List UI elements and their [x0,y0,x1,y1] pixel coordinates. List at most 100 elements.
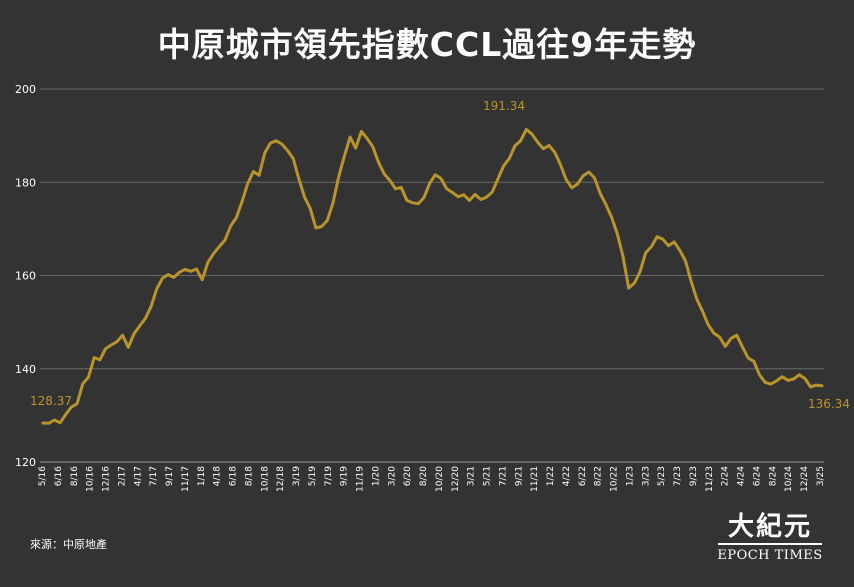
data-point [138,324,141,328]
data-point [269,141,272,145]
epoch-times-logo: 大紀元 EPOCH TIMES [714,512,826,564]
data-point [581,174,585,177]
data-point [183,268,187,271]
x-tick-label: 10/16 [86,466,96,492]
data-point [672,240,676,244]
data-point [769,382,773,386]
x-tick-label: 6/22 [578,466,588,486]
data-point [64,413,67,416]
data-point [195,267,198,271]
data-point [468,199,471,202]
data-point [553,151,556,154]
x-tick-label: 1/22 [546,466,556,486]
data-point [274,139,278,142]
data-point [542,147,545,150]
data-point [610,216,613,219]
data-point [235,216,238,219]
x-tick-label: 7/23 [673,466,683,486]
peak-value-label: 191.34 [483,99,525,113]
data-point [462,193,465,197]
y-tick-label: 120 [15,456,36,469]
y-tick-label: 140 [15,363,36,376]
x-tick-label: 5/16 [38,466,48,486]
end-value-label: 136.34 [808,397,850,411]
data-point [280,142,284,146]
data-point [729,337,733,340]
x-tick-label: 8/22 [594,466,604,486]
data-point [297,177,301,181]
data-point [309,207,312,210]
x-tick-label: 3/21 [467,466,477,486]
data-point [599,192,602,195]
data-point [417,202,420,205]
data-point [661,237,664,241]
data-point [161,277,164,280]
x-tick-label: 1/18 [197,466,207,486]
data-point [587,170,591,174]
data-point [422,196,426,199]
x-tick-label: 8/20 [419,466,429,486]
data-point [695,298,699,301]
gridlines [40,88,824,463]
x-tick-label: 12/24 [800,466,810,492]
data-point [411,201,414,204]
data-point [667,244,670,247]
data-point [212,252,215,255]
data-point [525,128,528,131]
x-tick-label: 6/18 [229,466,239,486]
data-point [473,193,477,196]
data-point [172,276,175,279]
data-point [690,280,693,283]
data-point [502,164,505,168]
data-point [536,140,539,144]
data-point [371,145,374,149]
logo-english-text: EPOCH TIMES [717,548,823,563]
data-point [792,377,795,381]
data-point [47,422,50,425]
data-point [229,224,232,228]
source-note: 來源：中原地產 [30,538,107,551]
data-point [576,182,579,186]
logo-divider [718,543,822,545]
x-tick-label: 10/22 [610,466,620,492]
data-point [724,345,727,348]
data-point [382,172,386,176]
x-tick-label: 7/19 [324,466,334,486]
data-point [365,137,369,140]
data-point [655,235,659,239]
x-tick-label: 2/24 [721,466,731,486]
x-tick-label: 12/18 [276,466,286,492]
x-tick-label: 4/18 [213,466,223,486]
y-axis-ticks: 120 140 160 180 200 [15,83,36,469]
data-point [58,421,62,425]
y-tick-label: 160 [15,270,36,283]
x-tick-label: 12/16 [102,466,112,492]
data-point [360,130,363,133]
y-tick-label: 200 [15,83,36,96]
data-point [428,181,431,185]
data-point [98,358,102,362]
x-tick-label: 1/23 [625,466,635,486]
data-point [326,219,329,222]
data-point [604,203,608,206]
data-point [678,249,682,252]
x-tick-label: 5/19 [308,466,318,486]
data-point [257,174,261,177]
data-point [798,373,801,377]
x-tick-label: 6/24 [752,466,762,486]
logo-chinese-text: 大紀元 [727,512,812,542]
data-point [110,343,113,347]
x-tick-label: 10/18 [260,466,270,492]
series-points [41,128,824,425]
data-point [149,305,153,308]
x-tick-label: 3/23 [641,466,651,486]
data-point [445,187,448,190]
data-point [735,333,738,337]
x-tick-label: 9/17 [165,466,175,486]
data-point [405,199,409,202]
data-point [564,178,568,181]
data-point [337,175,340,178]
x-tick-label: 4/22 [562,466,572,486]
series-line-ccl [41,127,824,425]
